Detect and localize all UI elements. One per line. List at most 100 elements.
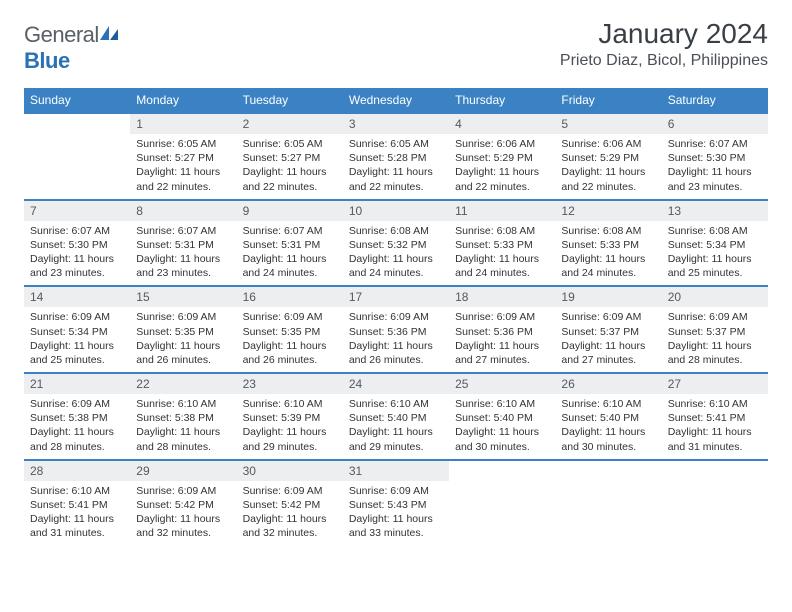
day-body: Sunrise: 6:10 AMSunset: 5:40 PMDaylight:… (343, 394, 449, 459)
sunrise-label: Sunrise: (136, 311, 175, 323)
sunset-value: 5:29 PM (494, 152, 533, 164)
sunrise-value: 6:09 AM (71, 311, 110, 323)
sunrise-label: Sunrise: (668, 225, 707, 237)
sunset-value: 5:32 PM (387, 239, 426, 251)
day-number: 5 (555, 114, 661, 134)
sunrise-label: Sunrise: (136, 138, 175, 150)
calendar-body: 1Sunrise: 6:05 AMSunset: 5:27 PMDaylight… (24, 113, 768, 546)
day-number: 23 (237, 374, 343, 394)
day-number: 20 (662, 287, 768, 307)
day-body: Sunrise: 6:07 AMSunset: 5:31 PMDaylight:… (130, 221, 236, 286)
sunrise-value: 6:05 AM (284, 138, 323, 150)
daylight-label: Daylight: (561, 426, 602, 438)
sunset-label: Sunset: (136, 499, 172, 511)
calendar-cell: 25Sunrise: 6:10 AMSunset: 5:40 PMDayligh… (449, 373, 555, 460)
sunrise-value: 6:09 AM (603, 311, 642, 323)
calendar-row: 7Sunrise: 6:07 AMSunset: 5:30 PMDaylight… (24, 200, 768, 287)
sunset-label: Sunset: (349, 412, 385, 424)
sunrise-label: Sunrise: (561, 311, 600, 323)
sunset-label: Sunset: (455, 412, 491, 424)
sunrise-label: Sunrise: (349, 485, 388, 497)
day-body: Sunrise: 6:09 AMSunset: 5:42 PMDaylight:… (237, 481, 343, 546)
sunset-value: 5:35 PM (281, 326, 320, 338)
calendar-cell: 31Sunrise: 6:09 AMSunset: 5:43 PMDayligh… (343, 460, 449, 546)
calendar-cell: 27Sunrise: 6:10 AMSunset: 5:41 PMDayligh… (662, 373, 768, 460)
day-number: 2 (237, 114, 343, 134)
sunrise-label: Sunrise: (136, 225, 175, 237)
daylight-label: Daylight: (561, 253, 602, 265)
sunset-label: Sunset: (349, 499, 385, 511)
sunset-value: 5:34 PM (69, 326, 108, 338)
calendar-row: 14Sunrise: 6:09 AMSunset: 5:34 PMDayligh… (24, 286, 768, 373)
sunset-label: Sunset: (455, 326, 491, 338)
day-number: 21 (24, 374, 130, 394)
day-number: 6 (662, 114, 768, 134)
sunrise-value: 6:08 AM (709, 225, 748, 237)
weekday-header: Sunday (24, 88, 130, 113)
sunset-value: 5:27 PM (175, 152, 214, 164)
sunrise-label: Sunrise: (561, 138, 600, 150)
calendar-cell: 22Sunrise: 6:10 AMSunset: 5:38 PMDayligh… (130, 373, 236, 460)
day-number: 22 (130, 374, 236, 394)
daylight-label: Daylight: (243, 166, 284, 178)
sunset-value: 5:37 PM (706, 326, 745, 338)
calendar-cell: 30Sunrise: 6:09 AMSunset: 5:42 PMDayligh… (237, 460, 343, 546)
daylight-label: Daylight: (349, 166, 390, 178)
sunset-value: 5:30 PM (706, 152, 745, 164)
sunrise-value: 6:05 AM (390, 138, 429, 150)
sunset-value: 5:42 PM (281, 499, 320, 511)
sunrise-label: Sunrise: (561, 398, 600, 410)
sunrise-label: Sunrise: (30, 485, 69, 497)
sunrise-value: 6:08 AM (497, 225, 536, 237)
sunrise-label: Sunrise: (455, 225, 494, 237)
day-body: Sunrise: 6:10 AMSunset: 5:40 PMDaylight:… (555, 394, 661, 459)
weekday-header: Saturday (662, 88, 768, 113)
sunset-value: 5:40 PM (494, 412, 533, 424)
day-number: 19 (555, 287, 661, 307)
sunrise-value: 6:09 AM (178, 485, 217, 497)
daylight-label: Daylight: (455, 253, 496, 265)
sunrise-value: 6:09 AM (390, 485, 429, 497)
sunset-label: Sunset: (668, 326, 704, 338)
sunset-label: Sunset: (668, 152, 704, 164)
sunrise-label: Sunrise: (349, 138, 388, 150)
sunset-label: Sunset: (349, 326, 385, 338)
sunrise-value: 6:10 AM (497, 398, 536, 410)
day-body: Sunrise: 6:10 AMSunset: 5:41 PMDaylight:… (662, 394, 768, 459)
calendar-cell: 4Sunrise: 6:06 AMSunset: 5:29 PMDaylight… (449, 113, 555, 200)
day-number: 11 (449, 201, 555, 221)
day-number: 13 (662, 201, 768, 221)
day-number: 9 (237, 201, 343, 221)
logo-text-general: General (24, 22, 99, 47)
calendar-row: 28Sunrise: 6:10 AMSunset: 5:41 PMDayligh… (24, 460, 768, 546)
sunset-value: 5:38 PM (175, 412, 214, 424)
sunset-label: Sunset: (136, 152, 172, 164)
sunrise-label: Sunrise: (455, 138, 494, 150)
calendar-cell: 21Sunrise: 6:09 AMSunset: 5:38 PMDayligh… (24, 373, 130, 460)
sunset-label: Sunset: (668, 239, 704, 251)
day-body: Sunrise: 6:10 AMSunset: 5:38 PMDaylight:… (130, 394, 236, 459)
sunset-value: 5:42 PM (175, 499, 214, 511)
sunset-label: Sunset: (668, 412, 704, 424)
day-number: 29 (130, 461, 236, 481)
calendar-cell: 28Sunrise: 6:10 AMSunset: 5:41 PMDayligh… (24, 460, 130, 546)
sunrise-value: 6:06 AM (603, 138, 642, 150)
day-body: Sunrise: 6:09 AMSunset: 5:35 PMDaylight:… (130, 307, 236, 372)
daylight-label: Daylight: (243, 340, 284, 352)
day-body: Sunrise: 6:07 AMSunset: 5:30 PMDaylight:… (24, 221, 130, 286)
sunrise-label: Sunrise: (561, 225, 600, 237)
sunrise-label: Sunrise: (243, 225, 282, 237)
day-number: 4 (449, 114, 555, 134)
sunset-label: Sunset: (243, 326, 279, 338)
day-body: Sunrise: 6:08 AMSunset: 5:32 PMDaylight:… (343, 221, 449, 286)
calendar-cell: 5Sunrise: 6:06 AMSunset: 5:29 PMDaylight… (555, 113, 661, 200)
sunset-value: 5:27 PM (281, 152, 320, 164)
day-number: 24 (343, 374, 449, 394)
sunset-label: Sunset: (561, 239, 597, 251)
daylight-label: Daylight: (136, 426, 177, 438)
sunset-label: Sunset: (349, 239, 385, 251)
daylight-label: Daylight: (455, 426, 496, 438)
calendar-cell: 6Sunrise: 6:07 AMSunset: 5:30 PMDaylight… (662, 113, 768, 200)
calendar-cell: 2Sunrise: 6:05 AMSunset: 5:27 PMDaylight… (237, 113, 343, 200)
sunrise-value: 6:10 AM (390, 398, 429, 410)
